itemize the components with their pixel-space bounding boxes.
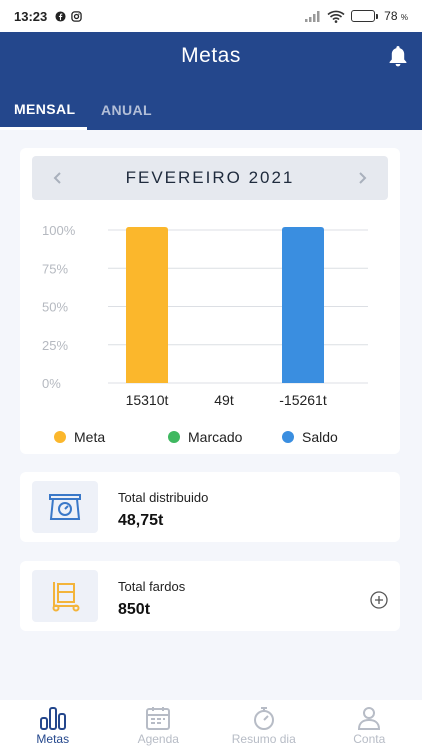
y-tick-label: 50%: [42, 300, 68, 315]
hand-truck-icon: [52, 582, 80, 612]
bar-chart-icon: [39, 707, 66, 730]
nav-agenda[interactable]: Agenda: [106, 700, 212, 750]
category-label: -15261t: [279, 392, 327, 408]
bar-chart: 100% 75% 50% 25% 0% 15310t 49t -15261t: [42, 223, 368, 408]
category-label: 15310t: [126, 392, 169, 408]
card-value: 48,75t: [118, 512, 164, 529]
legend-dot-marcado: [168, 431, 180, 443]
facebook-icon: [55, 10, 66, 22]
chevron-right-icon: [359, 172, 367, 184]
prev-month-button[interactable]: [38, 156, 78, 200]
nav-label: Conta: [353, 732, 386, 746]
card-label: Total distribuido: [118, 490, 209, 505]
y-tick-label: 0%: [42, 376, 61, 391]
tab-anual[interactable]: ANUAL: [101, 102, 152, 118]
app-header: Metas MENSAL ANUAL: [0, 32, 422, 130]
scale-icon: [49, 494, 81, 520]
bar-2: [282, 227, 324, 383]
bell-icon[interactable]: [386, 44, 410, 68]
icon-box: [32, 481, 98, 533]
plus-circle-icon[interactable]: [370, 591, 388, 609]
total-fardos-card: Total fardos 850t: [20, 561, 400, 631]
legend-dot-meta: [54, 431, 66, 443]
period-tabs: MENSAL ANUAL: [0, 90, 166, 130]
nav-label: Metas: [36, 732, 70, 746]
tab-mensal[interactable]: MENSAL: [0, 90, 87, 130]
card-label: Total fardos: [118, 579, 186, 594]
wifi-icon: [327, 10, 345, 23]
month-label: FEVEREIRO 2021: [125, 168, 295, 187]
user-icon: [358, 707, 381, 730]
nav-conta[interactable]: Conta: [317, 700, 422, 750]
status-time: 13:23: [14, 8, 48, 24]
battery-percent: 78 %: [384, 9, 408, 23]
bar-0: [126, 227, 168, 383]
legend-label-saldo: Saldo: [302, 429, 338, 445]
chevron-left-icon: [53, 172, 61, 184]
legend-dot-saldo: [282, 431, 294, 443]
stopwatch-icon: [253, 707, 274, 730]
bottom-navigation: Metas Agenda Resumo dia Conta: [0, 700, 422, 750]
icon-box: [32, 570, 98, 622]
nav-label: Resumo dia: [231, 732, 296, 746]
y-tick-label: 100%: [42, 223, 76, 238]
status-bar: 13:23 78 %: [0, 0, 422, 32]
card-value: 850t: [118, 601, 151, 618]
y-tick-label: 75%: [42, 261, 68, 276]
calendar-icon: [146, 707, 171, 730]
instagram-icon: [71, 10, 82, 22]
month-selector: FEVEREIRO 2021: [32, 156, 388, 200]
nav-resumo-dia[interactable]: Resumo dia: [211, 700, 317, 750]
legend-label-marcado: Marcado: [188, 429, 243, 445]
category-label: 49t: [214, 392, 234, 408]
y-tick-label: 25%: [42, 338, 68, 353]
signal-icon: [305, 11, 320, 22]
nav-label: Agenda: [137, 732, 179, 746]
next-month-button[interactable]: [342, 156, 382, 200]
page-title: Metas: [181, 44, 241, 67]
nav-metas[interactable]: Metas: [0, 700, 106, 750]
legend-item-meta: Meta: [54, 429, 105, 445]
legend-item-marcado: Marcado: [168, 429, 242, 445]
legend-label-meta: Meta: [74, 429, 106, 445]
legend-item-saldo: Saldo: [282, 429, 338, 445]
goals-chart-card: FEVEREIRO 2021 100% 75% 50% 25% 0% 15310t 49t -…: [20, 148, 400, 454]
battery-icon: [351, 10, 379, 22]
total-distribuido-card: Total distribuido 48,75t: [20, 472, 400, 542]
